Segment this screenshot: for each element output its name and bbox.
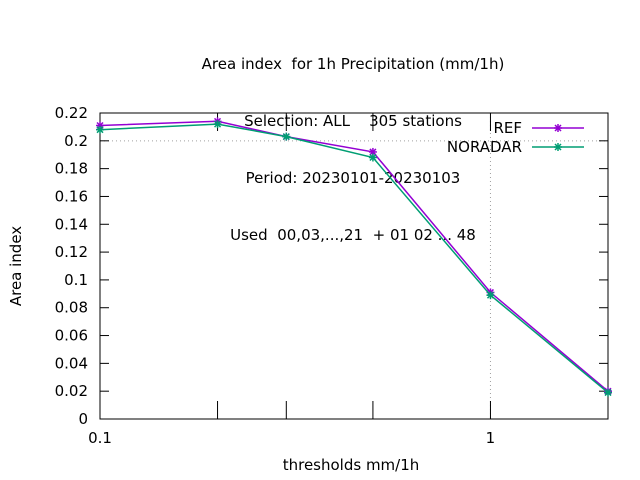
y-tick-label: 0.16 (55, 187, 88, 205)
series-line-noradar (99, 123, 609, 394)
marker-d2 (554, 143, 562, 151)
y-tick-label: 0.2 (64, 132, 88, 150)
x-tick-label: 0.1 (88, 429, 112, 447)
marker-d2 (554, 124, 562, 132)
y-tick-label: 0.18 (55, 160, 88, 178)
marker-d2 (282, 133, 290, 141)
marker-d2 (486, 291, 494, 299)
series-ref (96, 117, 612, 396)
data-point-noradar (368, 153, 377, 162)
series-noradar (96, 120, 612, 397)
plot-frame (99, 112, 609, 420)
title-line-4: Used 00,03,...,21 + 01 02 ... 48 (230, 226, 476, 244)
title-line-3: Period: 20230101-20230103 (245, 169, 461, 187)
ticks-layer: 0 0.02 0.04 0.06 0.08 0.1 0.12 0.14 0.16 0.18 0.2 0… (55, 104, 609, 447)
title-line-2: Selection: ALL 305 stations (244, 112, 462, 130)
y-tick-label: 0 (78, 410, 88, 428)
y-tick-label: 0.1 (64, 271, 88, 289)
y-tick-label: 0.12 (55, 243, 88, 261)
marker-d2 (369, 153, 377, 162)
legend-marker-noradar (554, 143, 562, 151)
data-point-noradar (96, 125, 104, 134)
x-tick-label: 1 (486, 429, 496, 447)
marker-d2 (604, 389, 612, 397)
marker-d2 (214, 120, 222, 128)
y-tick-label: 0.08 (55, 299, 88, 317)
data-point-noradar (213, 120, 222, 129)
y-tick-label: 0.14 (55, 215, 88, 233)
y-tick-label: 0.04 (55, 354, 88, 372)
data-point-noradar (282, 132, 291, 141)
legend-label-noradar: NORADAR (447, 138, 522, 156)
marker-d2 (369, 148, 377, 156)
title-line-1: Area index for 1h Precipitation (mm/1h) (201, 55, 505, 73)
x-axis-label: thresholds mm/1h (283, 456, 420, 474)
y-tick-label: 0.22 (55, 104, 88, 122)
data-point-noradar (604, 388, 612, 397)
y-tick-label: 0.02 (55, 382, 88, 400)
data-point-noradar (486, 291, 495, 300)
y-tick-label: 0.06 (55, 327, 88, 345)
chart-title: Area index for 1h Precipitation (mm/1h) … (0, 17, 640, 264)
legend-label-ref: REF (493, 119, 522, 137)
series-layer (96, 117, 612, 397)
grid-layer (100, 113, 608, 419)
marker-d2 (96, 126, 104, 134)
legend-marker-ref (554, 124, 562, 132)
y-axis-label: Area index (7, 226, 25, 306)
series-line-ref (99, 120, 609, 392)
